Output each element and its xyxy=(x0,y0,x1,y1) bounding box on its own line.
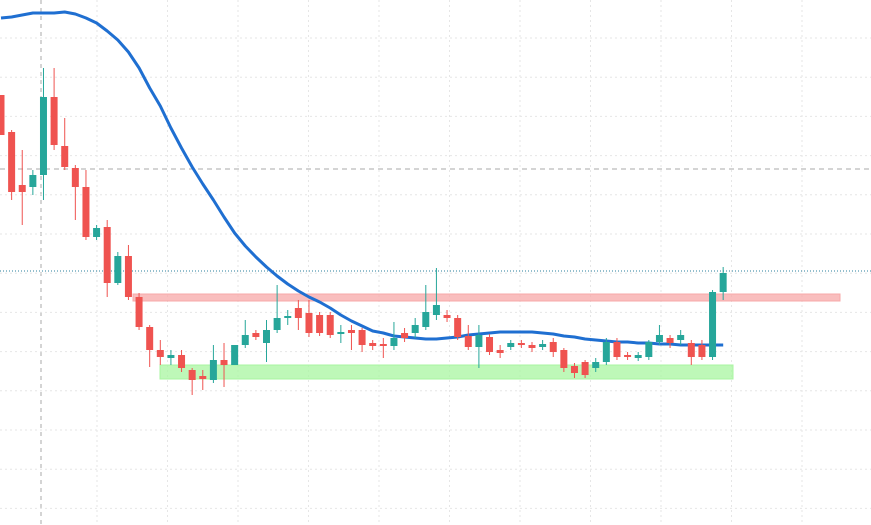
candle-body xyxy=(539,344,547,347)
candle-body xyxy=(464,336,472,347)
candle-body xyxy=(347,330,355,333)
candle-body xyxy=(337,332,345,334)
candle-body xyxy=(592,362,600,368)
candle-body xyxy=(687,343,695,357)
candle-body xyxy=(18,185,26,192)
candle-body xyxy=(294,308,302,318)
candle-body xyxy=(486,337,494,352)
candle-body xyxy=(8,132,16,192)
candle-body xyxy=(156,350,164,357)
candle-body xyxy=(0,95,5,135)
candle-body xyxy=(199,376,207,379)
candle-body xyxy=(507,343,515,347)
candle-body xyxy=(209,360,217,380)
candle-body xyxy=(602,342,610,362)
candle-body xyxy=(454,318,462,337)
candle-body xyxy=(422,312,430,327)
moving-average xyxy=(0,10,724,347)
candle-body xyxy=(29,175,37,187)
candle-body xyxy=(82,187,90,237)
candle-body xyxy=(305,313,313,333)
zone xyxy=(159,364,734,380)
candle-body xyxy=(709,292,717,357)
candle-body xyxy=(114,256,122,283)
candle-body xyxy=(61,146,69,167)
candle-body xyxy=(369,343,377,346)
candle-body xyxy=(517,343,525,345)
candle-body xyxy=(252,333,260,337)
candle-body xyxy=(645,342,653,357)
candle-body xyxy=(411,325,419,333)
candle-body xyxy=(358,330,366,345)
candle-body xyxy=(178,355,186,368)
candle-body xyxy=(103,227,111,283)
candle-body xyxy=(263,330,270,343)
candle-body xyxy=(135,297,143,327)
candle-body xyxy=(284,316,292,318)
candle-body xyxy=(666,338,674,343)
candle-body xyxy=(655,335,663,342)
candle-body xyxy=(241,335,249,345)
candle-body xyxy=(71,168,79,187)
candle-body xyxy=(401,333,409,338)
candle-body xyxy=(719,273,727,292)
candle-body xyxy=(124,256,132,297)
candle-body xyxy=(316,315,324,333)
candle-body xyxy=(634,355,642,358)
candle-body xyxy=(560,350,568,368)
candle-body xyxy=(613,342,621,357)
zone xyxy=(132,293,841,302)
candle-body xyxy=(475,335,483,347)
candle-body xyxy=(624,355,632,357)
candle-body xyxy=(570,366,578,373)
candle-body xyxy=(146,327,154,350)
candle-body xyxy=(379,344,387,346)
candle-body xyxy=(231,345,239,365)
candle-body xyxy=(188,370,196,380)
candle-body xyxy=(93,228,101,237)
candle-body xyxy=(50,97,58,145)
candle-body xyxy=(432,305,440,315)
candle-body xyxy=(39,97,47,175)
candle-body xyxy=(443,315,451,318)
candle-body xyxy=(220,360,228,365)
candle-body xyxy=(677,335,685,340)
candle-body xyxy=(390,338,398,346)
candle-body xyxy=(326,315,334,335)
candle-body xyxy=(167,355,175,358)
candle-body xyxy=(549,342,557,352)
candle-body xyxy=(496,350,504,353)
candle-body xyxy=(528,345,536,348)
candle-body xyxy=(273,318,281,330)
candle-body xyxy=(581,362,589,375)
candle-body xyxy=(698,345,706,357)
